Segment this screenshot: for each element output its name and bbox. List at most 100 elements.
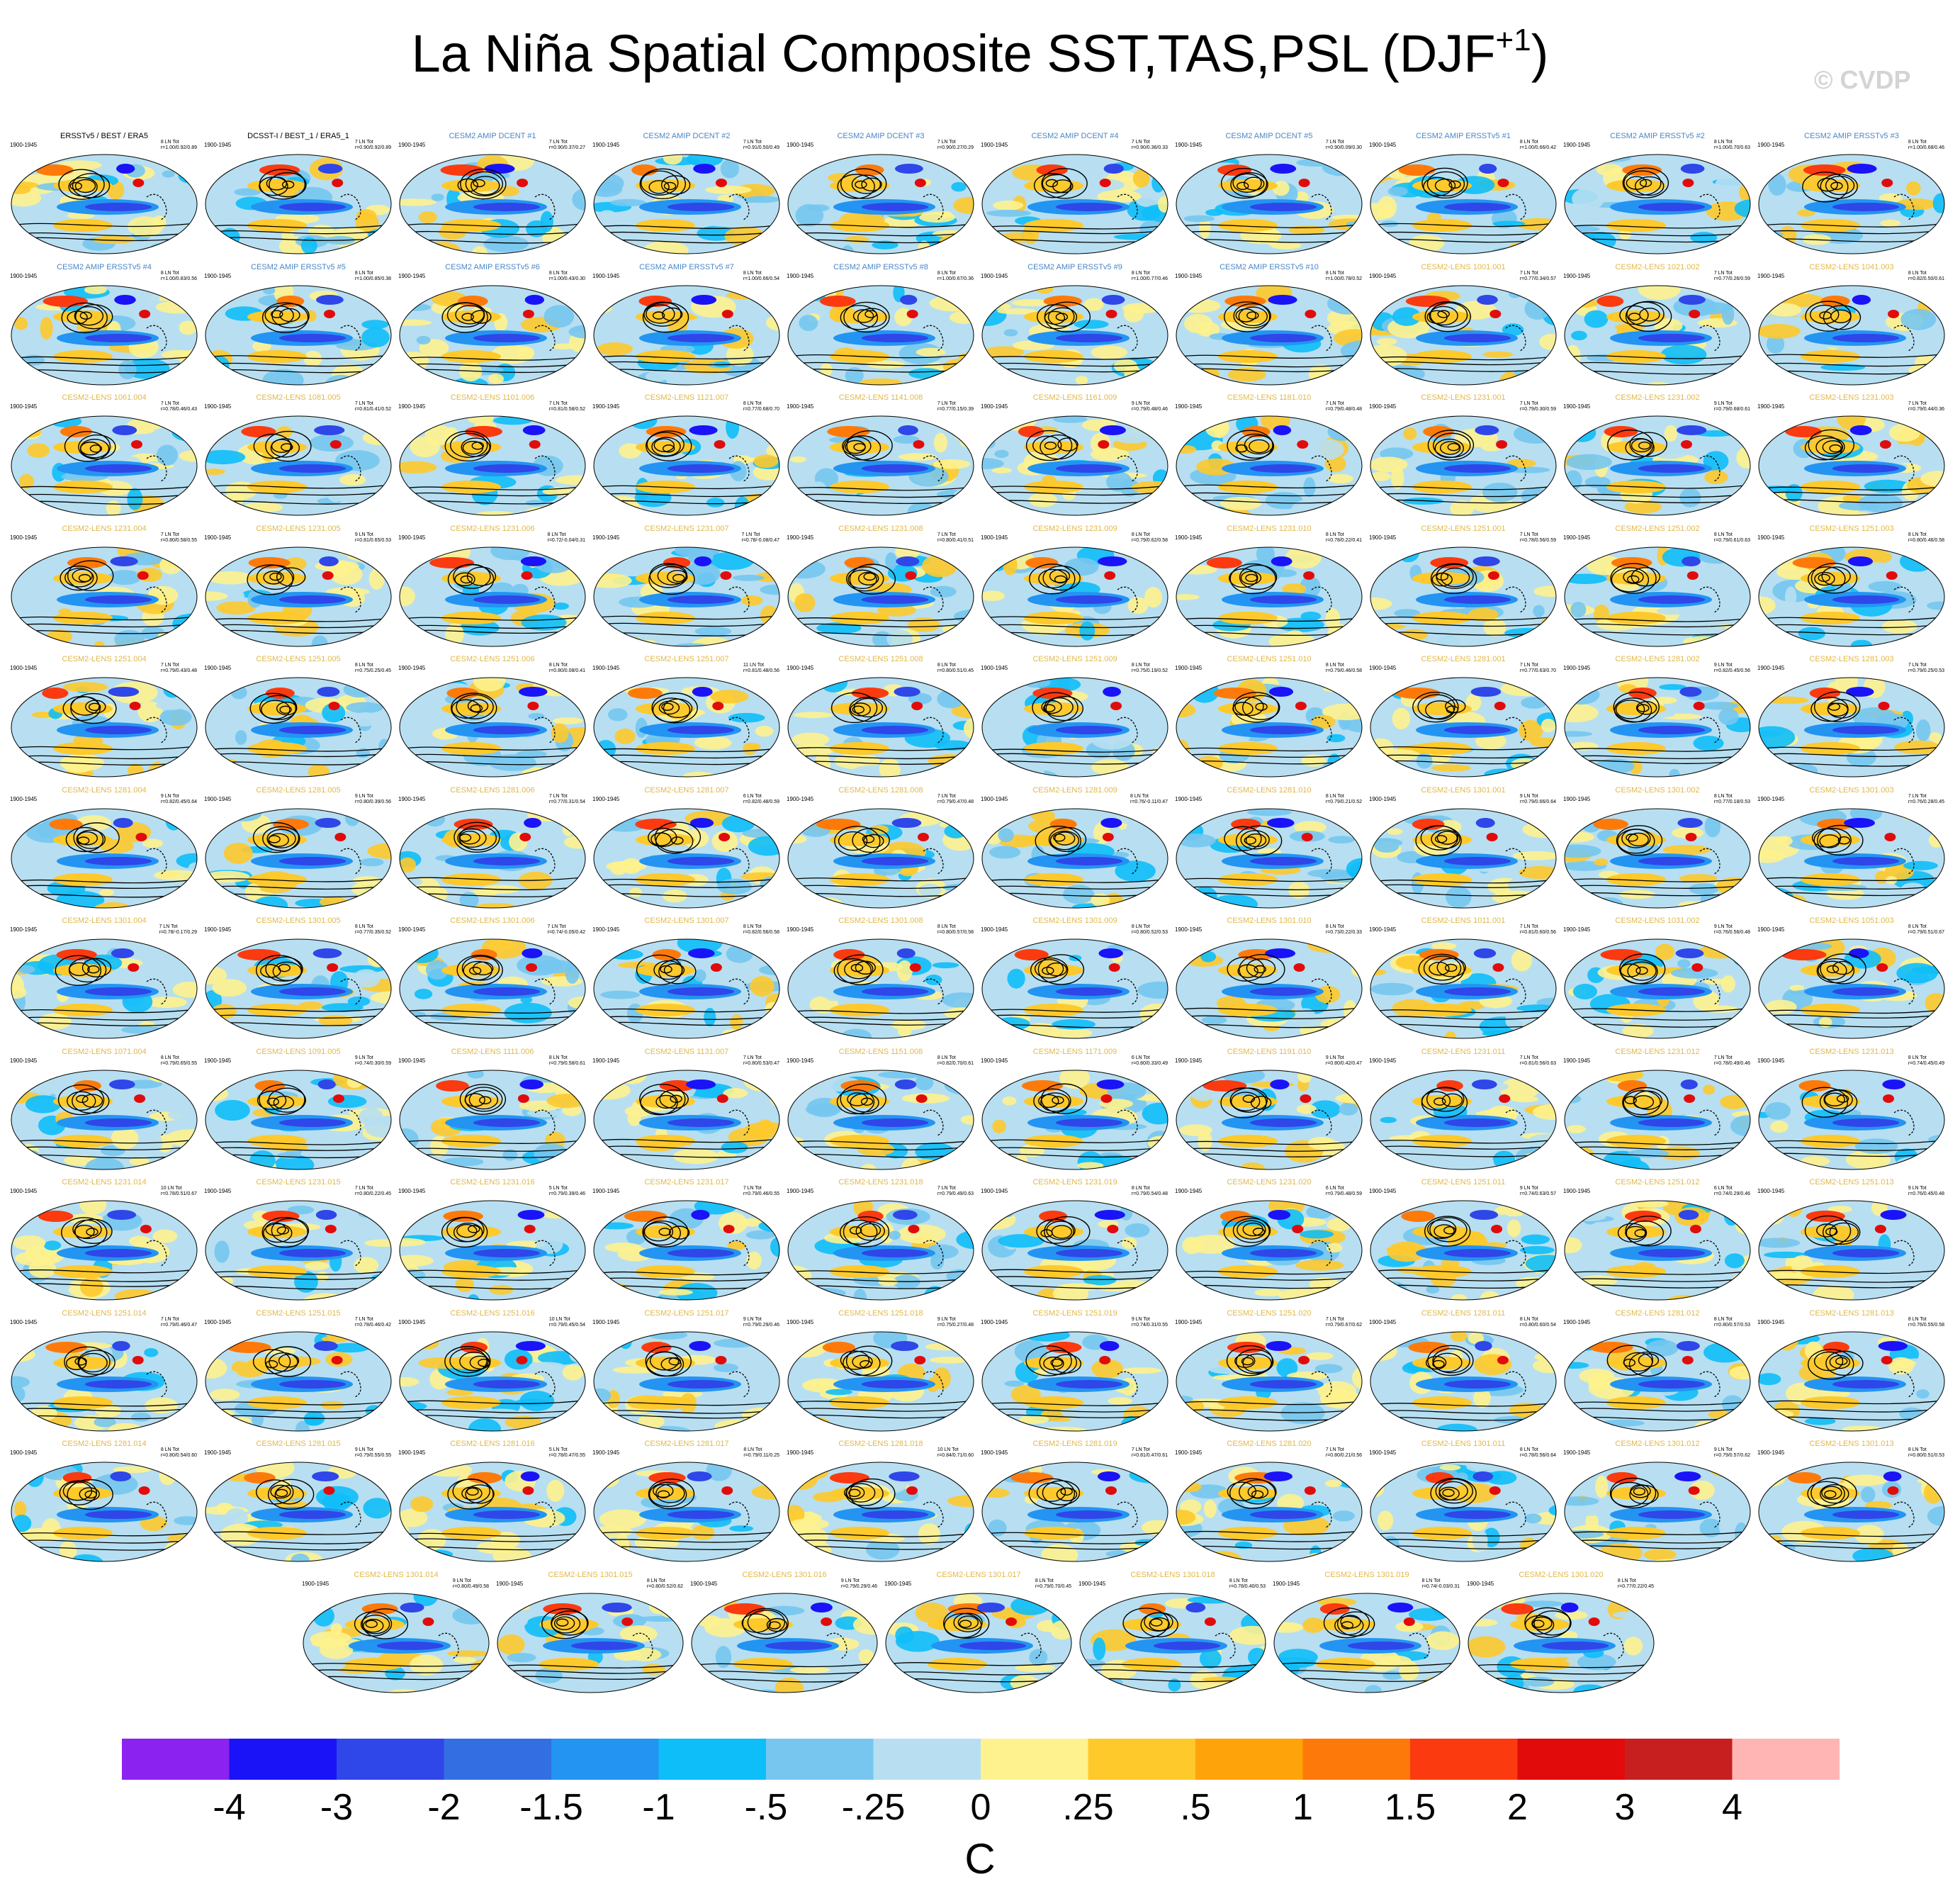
composite-map	[981, 546, 1168, 646]
composite-map	[1176, 546, 1363, 646]
colorbar-swatch	[1302, 1739, 1410, 1780]
panel-stats: 7 LN Tot r=0.77/0.26/0.59	[1714, 271, 1750, 282]
panel-title: CESM2-LENS 1251.007	[644, 655, 729, 663]
composite-map	[1079, 1593, 1266, 1693]
colorbar-tick-labels: -4 -3 -2 -1.5 -1 -.5 -.25 0 .25 .5 1 1.5 2 3 4	[0, 1786, 1960, 1836]
composite-map	[1273, 1593, 1460, 1693]
panel-title: CESM2-LENS 1281.001	[1421, 655, 1506, 663]
colorbar-swatch	[444, 1739, 551, 1780]
panel-period: 1900-1945	[1175, 1188, 1203, 1194]
panel-stats: 8 LN Tot r=0.72/-0.04/0.31	[547, 532, 585, 544]
panel-stats: 11 LN Tot r=0.81/0.48/0.56	[743, 663, 779, 674]
panel-stat-line: 7 LN Tot	[1908, 793, 1927, 799]
panel-stats: 7 LN Tot r=0.78/0.46/0.43	[161, 401, 197, 413]
panel-stat-line: 7 LN Tot	[937, 1186, 956, 1191]
panel-stats: 9 LN Tot r=0.79/0.68/0.61	[1714, 401, 1750, 413]
panel-stat-line: r=0.77/0.63/0.70	[1519, 668, 1556, 673]
panel-stat-line: r=0.79/0.70/0.45	[1035, 1583, 1071, 1589]
panel-stat-line: 7 LN Tot	[548, 401, 568, 406]
composite-map	[1758, 1200, 1945, 1301]
composite-panel: CESM2-LENS 1301.004 1900-1945 7 LN Tot r=0.…	[9, 916, 200, 1041]
composite-map	[1564, 154, 1751, 254]
panel-stat-line: r=0.79/0.29/0.46	[840, 1583, 877, 1589]
panel-stats: 7 LN Tot r=0.79/0.46/0.55	[743, 1186, 779, 1197]
panel-stats: 7 LN Tot r=0.90/0.37/0.27	[549, 140, 585, 151]
panel-stat-line: r=0.79/0.46/0.47	[160, 1322, 197, 1328]
composite-map	[1758, 415, 1945, 516]
panel-stat-line: 9 LN Tot	[160, 793, 179, 799]
composite-panel: DCSST-I / BEST_1 / ERA5_1 1900-1945 7 LN T…	[203, 132, 394, 257]
panel-period: 1900-1945	[592, 403, 620, 410]
panel-stat-line: r=0.76/0.28/0.45	[1908, 799, 1944, 804]
panel-stat-line: 7 LN Tot	[1325, 401, 1344, 406]
panel-stat-line: r=0.90/0.92/0.89	[354, 145, 391, 150]
panel-stat-line: 8 LN Tot	[160, 140, 179, 145]
panel-period: 1900-1945	[1369, 142, 1397, 148]
panel-title: CESM2-LENS 1231.009	[1032, 524, 1117, 533]
panel-stat-line: 8 LN Tot	[1713, 532, 1733, 537]
composite-panel: CESM2-LENS 1251.013 1900-1945 9 LN Tot r=0.…	[1756, 1178, 1947, 1303]
panel-stat-line: 8 LN Tot	[1325, 663, 1344, 668]
panel-stats: 8 LN Tot r=0.77/0.68/0.70	[743, 401, 779, 413]
panel-stat-line: r=0.78/-0.17/0.29	[159, 930, 197, 935]
panel-stats: 7 LN Tot r=0.77/0.15/0.39	[937, 401, 974, 413]
composite-panel: ERSSTv5 / BEST / ERA5 1900-1945 8 LN Tot r=…	[9, 132, 200, 257]
panel-period: 1900-1945	[1563, 272, 1591, 279]
panel-stats: 8 LN Tot r=0.80/0.51/0.45	[937, 663, 974, 674]
panel-stat-line: r=0.80/0.53/0.47	[743, 1060, 779, 1066]
panel-period: 1900-1945	[787, 1318, 814, 1325]
composite-panel: CESM2-LENS 1301.013 1900-1945 8 LN Tot r=0.…	[1756, 1440, 1947, 1564]
panel-stats: 7 LN Tot r=0.77/0.31/0.54	[549, 794, 585, 805]
composite-panel: CESM2-LENS 1281.010 1900-1945 8 LN Tot r=0.…	[1173, 786, 1365, 911]
panel-stat-line: 8 LN Tot	[160, 270, 179, 276]
panel-stats: 8 LN Tot r=0.79/0.65/0.55	[161, 1055, 197, 1067]
composite-map	[11, 1462, 198, 1562]
panel-stat-line: r=1.00/0.83/0.56	[160, 276, 197, 281]
composite-map	[1370, 1331, 1557, 1431]
panel-stats: 8 LN Tot r=0.80/0.08/0.41	[549, 663, 585, 674]
panel-stat-line: r=0.79/0.48/0.48	[1325, 407, 1362, 412]
panel-stat-line: r=1.00/0.70/0.63	[1713, 145, 1750, 150]
panel-period: 1900-1945	[592, 142, 620, 148]
panel-title: ERSSTv5 / BEST / ERA5	[60, 132, 148, 140]
panel-stat-line: 9 LN Tot	[1131, 1316, 1150, 1322]
panel-stats: 7 LN Tot r=0.79/0.43/0.48	[161, 663, 197, 674]
composite-map	[205, 546, 392, 646]
colorbar-tick-label: .25	[1062, 1787, 1114, 1828]
colorbar-swatch	[1625, 1739, 1733, 1780]
panel-period: 1900-1945	[204, 665, 232, 671]
panel-period: 1900-1945	[787, 665, 814, 671]
composite-panel: CESM2-LENS 1281.019 1900-1945 7 LN Tot r=0.…	[979, 1440, 1171, 1564]
panel-period: 1900-1945	[1078, 1580, 1106, 1587]
panel-stat-line: 8 LN Tot	[1908, 1447, 1927, 1452]
composite-panel: CESM2-LENS 1251.020 1900-1945 7 LN Tot r=0.…	[1173, 1309, 1365, 1434]
composite-panel: CESM2-LENS 1301.012 1900-1945 9 LN Tot r=0.…	[1562, 1440, 1753, 1564]
panel-stat-line: r=1.00/0.67/0.36	[937, 276, 974, 281]
panel-stat-line: r=0.80/0.22/0.45	[354, 1191, 391, 1196]
panel-stat-line: r=0.79/0.46/0.55	[743, 1191, 779, 1196]
panel-period: 1900-1945	[1563, 926, 1591, 933]
panel-stat-line: 9 LN Tot	[743, 1316, 762, 1322]
panel-period: 1900-1945	[1563, 534, 1591, 541]
panel-stat-line: 8 LN Tot	[646, 1578, 665, 1583]
panel-stats: 9 LN Tot r=0.74/0.30/0.59	[355, 1055, 391, 1067]
panel-stat-line: r=0.79/0.55/0.55	[354, 1453, 391, 1458]
colorbar-swatch	[229, 1739, 337, 1780]
composite-map	[593, 677, 780, 778]
panel-stat-line: 8 LN Tot	[1713, 140, 1733, 145]
composite-panel: CESM2 AMIP ERSSTv5 #1 1900-1945 8 LN Tot r=…	[1368, 132, 1559, 257]
colorbar-tick-label: 0	[970, 1787, 991, 1828]
panel-stat-line: 7 LN Tot	[741, 532, 760, 537]
panel-stats: 7 LN Tot r=0.81/0.58/0.52	[549, 401, 585, 413]
panel-stat-line: 7 LN Tot	[354, 1316, 373, 1322]
panel-stat-line: 8 LN Tot	[548, 1055, 568, 1060]
panel-stat-line: r=0.77/0.35/0.52	[354, 930, 391, 935]
panel-stats: 8 LN Tot r=0.75/0.25/0.45	[355, 663, 391, 674]
panel-title: CESM2-LENS 1231.006	[450, 524, 535, 533]
panel-stat-line: r=0.80/0.33/0.49	[1131, 1060, 1168, 1066]
panel-stat-line: r=0.77/0.34/0.57	[1519, 276, 1556, 281]
panel-stat-line: r=0.74/0.63/0.57	[1519, 1191, 1556, 1196]
panel-period: 1900-1945	[398, 272, 426, 279]
panel-title: CESM2 AMIP DCENT #4	[1031, 132, 1119, 140]
composite-map	[593, 1070, 780, 1169]
